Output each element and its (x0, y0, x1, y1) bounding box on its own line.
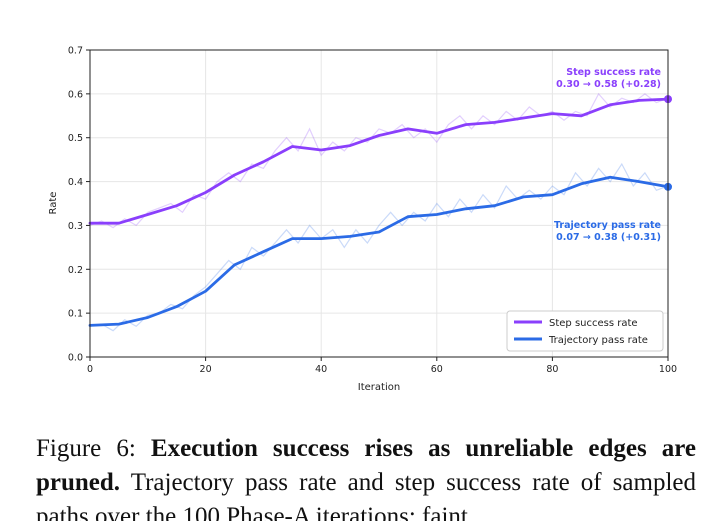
y-tick-label: 0.5 (68, 133, 83, 144)
series-smoothed-line-0 (88, 97, 670, 225)
caption-text: Trajectory pass rate and step success ra… (36, 469, 696, 521)
y-axis: 0.0 0.1 0.2 0.3 0.4 0.5 0.6 0.7 (68, 46, 90, 364)
legend-box (506, 310, 664, 352)
y-tick-label: 0.1 (68, 309, 83, 320)
x-tick-label: 60 (431, 364, 443, 375)
annotation-step-title: Step success rate (566, 67, 661, 78)
x-tick-label: 80 (546, 364, 558, 375)
y-tick-label: 0.4 (68, 177, 83, 188)
y-tick-label: 0.6 (68, 89, 83, 100)
y-tick-label: 0.3 (68, 221, 83, 232)
y-tick-label: 0.0 (68, 353, 83, 364)
x-axis-label: Iteration (358, 382, 400, 393)
legend-label-traj: Trajectory pass rate (548, 335, 648, 346)
annotation-step-value: 0.30 → 0.58 (+0.28) (556, 79, 661, 90)
x-tick-label: 100 (659, 364, 677, 375)
legend-label-step: Step success rate (549, 318, 638, 329)
plot-frame (89, 49, 669, 358)
x-tick-label: 0 (87, 364, 93, 375)
y-tick-label: 0.2 (68, 265, 83, 276)
y-axis-label: Rate (48, 192, 59, 215)
x-tick-label: 40 (315, 364, 327, 375)
y-tick-label: 0.7 (68, 46, 83, 57)
annotation-traj-value: 0.07 → 0.38 (+0.31) (556, 232, 661, 243)
series-lines (88, 92, 672, 332)
series-smoothed-line-1 (88, 175, 670, 327)
x-axis: 0 20 40 60 80 100 (87, 357, 677, 375)
series-raw-line-0 (89, 92, 669, 229)
legend: Step success rate Trajectory pass rate (506, 310, 664, 352)
x-tick-label: 20 (200, 364, 212, 375)
caption-label: Figure 6: (36, 435, 136, 462)
figure-caption: Figure 6: Execution success rises as unr… (36, 432, 696, 521)
annotation-traj-title: Trajectory pass rate (554, 220, 661, 231)
caption-bold: Execution success rises as unreliable ed… (36, 435, 696, 496)
series-raw-line-1 (89, 162, 669, 332)
